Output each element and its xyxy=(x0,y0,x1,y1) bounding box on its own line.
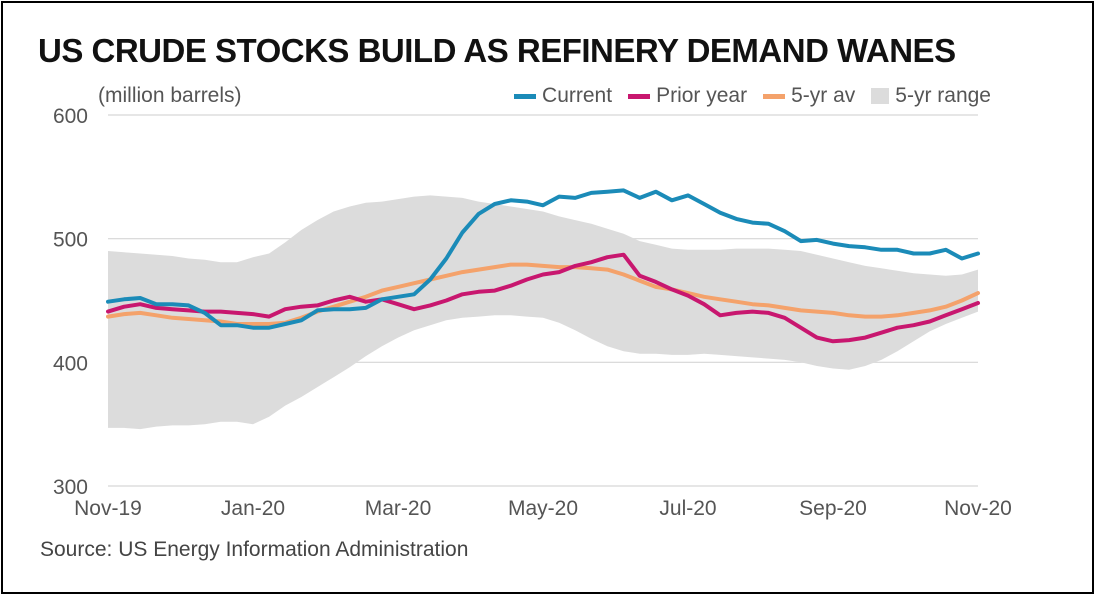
legend-item-current: Current xyxy=(514,84,612,108)
legend-swatch-range xyxy=(871,88,890,104)
legend-label-prior-year: Prior year xyxy=(656,84,748,107)
x-tick-label-jul-20: Jul-20 xyxy=(659,497,716,520)
y-tick-label-400: 400 xyxy=(53,352,88,375)
legend-label-current: Current xyxy=(542,84,613,107)
x-tick-label-sep-20: Sep-20 xyxy=(799,497,867,520)
y-tick-label-300: 300 xyxy=(53,476,88,499)
chart-title: US CRUDE STOCKS BUILD AS REFINERY DEMAND… xyxy=(38,32,956,69)
x-axis-ticks: Nov-19 Jan-20 Mar-20 May-20 Jul-20 Sep-20 Nov-… xyxy=(74,497,1012,520)
series-5yr-avg-line xyxy=(106,262,980,326)
series-current-line xyxy=(106,188,980,330)
x-tick-label-nov-20: Nov-20 xyxy=(944,497,1012,520)
x-tick-label-mar-20: Mar-20 xyxy=(365,497,432,520)
y-tick-label-600: 600 xyxy=(53,105,88,128)
series-5yr-range-band xyxy=(108,195,978,430)
legend-item-range: 5-yr range xyxy=(871,84,991,108)
legend-swatch-prior-year xyxy=(628,93,651,99)
legend-swatch-avg xyxy=(763,93,786,99)
x-tick-label-may-20: May-20 xyxy=(508,497,578,520)
legend-label-avg: 5-yr av xyxy=(791,84,856,107)
legend: Current Prior year 5-yr av 5-yr range xyxy=(498,84,991,108)
x-tick-label-nov-19: Nov-19 xyxy=(74,497,142,520)
source-note: Source: US Energy Information Administra… xyxy=(40,538,469,561)
y-tick-label-500: 500 xyxy=(53,229,88,252)
lines-layer xyxy=(106,188,980,344)
y-unit-label: (million barrels) xyxy=(98,84,242,107)
x-tick-label-jan-20: Jan-20 xyxy=(221,497,285,520)
series-prior-year-line xyxy=(106,252,980,344)
y-axis-ticks: 300 400 500 600 xyxy=(53,105,88,499)
legend-swatch-current xyxy=(514,93,537,99)
legend-item-avg: 5-yr av xyxy=(763,84,855,108)
legend-label-range: 5-yr range xyxy=(895,84,991,107)
range-layer xyxy=(108,195,978,430)
legend-item-prior-year: Prior year xyxy=(628,84,747,108)
